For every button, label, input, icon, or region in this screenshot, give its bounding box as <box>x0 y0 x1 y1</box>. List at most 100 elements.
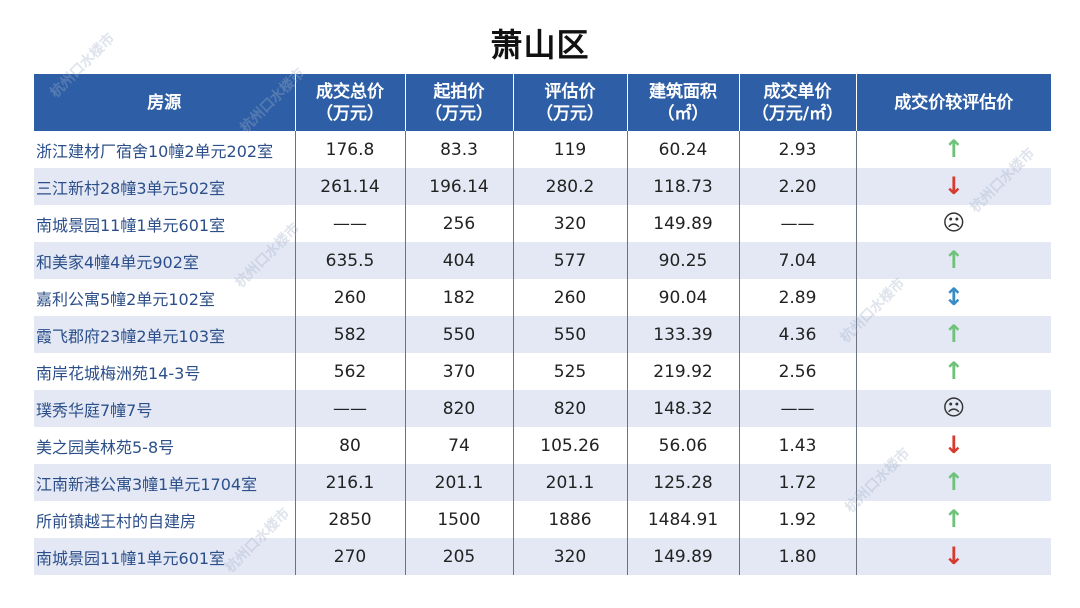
starting-price-cell: 1500 <box>404 501 513 538</box>
table-row: 三江新村28幢3单元502室 261.14 196.14 280.2 118.73 2.2… <box>34 168 1051 205</box>
comparison-cell: ↑ <box>855 501 1051 538</box>
property-name-cell: 南岸花城梅洲苑14-3号 <box>36 363 201 383</box>
total-price-cell: 582 <box>294 316 405 353</box>
unit-price-cell: 7.04 <box>738 242 856 279</box>
total-price-cell: —— <box>294 390 405 427</box>
comparison-cell: ↑ <box>855 242 1051 279</box>
auction-table: 房源 成交总价 （万元） 起拍价 （万元） 评估价 （万元） 建筑面积 （㎡） 成交单价… <box>34 74 1051 575</box>
table-row: 江南新港公寓3幢1单元1704室 216.1 201.1 201.1 125.28 1.7… <box>34 464 1051 501</box>
floor-area-cell: 90.25 <box>626 242 739 279</box>
table-row: 浙江建材厂宿舍10幢2单元202室 176.8 83.3 119 60.24 2.93 ↑ <box>34 131 1051 168</box>
comparison-cell: ↑ <box>855 353 1051 390</box>
table-row: 所前镇越王村的自建房 2850 1500 1886 1484.91 1.92 ↑ <box>34 501 1051 538</box>
starting-price-cell: 370 <box>404 353 513 390</box>
header-unit-price: 成交单价 （万元/㎡） <box>738 74 856 131</box>
header-floor-area: 建筑面积 （㎡） <box>626 74 739 131</box>
comparison-cell: ↕ <box>855 279 1051 316</box>
total-price-cell: 80 <box>294 427 405 464</box>
up-arrow-icon: ↑ <box>943 468 964 496</box>
starting-price-cell: 182 <box>404 279 513 316</box>
appraised-price-cell: 280.2 <box>512 168 627 205</box>
property-name-cell: 所前镇越王村的自建房 <box>36 511 197 531</box>
floor-area-cell: 118.73 <box>626 168 739 205</box>
floor-area-cell: 90.04 <box>626 279 739 316</box>
starting-price-cell: 404 <box>404 242 513 279</box>
page-title: 萧山区 <box>490 26 590 64</box>
unit-price-cell: 1.72 <box>738 464 856 501</box>
up-arrow-icon: ↑ <box>943 357 964 385</box>
down-arrow-icon: ↓ <box>943 431 964 459</box>
appraised-price-cell: 577 <box>512 242 627 279</box>
up-down-arrow-icon: ↕ <box>943 283 964 311</box>
appraised-price-cell: 320 <box>512 538 627 575</box>
unit-price-cell: 2.56 <box>738 353 856 390</box>
table-row: 南城景园11幢1单元601室 270 205 320 149.89 1.80 ↓ <box>34 538 1051 575</box>
starting-price-cell: 820 <box>404 390 513 427</box>
appraised-price-cell: 1886 <box>512 501 627 538</box>
starting-price-cell: 256 <box>404 205 513 242</box>
appraised-price-cell: 260 <box>512 279 627 316</box>
floor-area-cell: 149.89 <box>626 205 739 242</box>
comparison-cell: ↓ <box>855 168 1051 205</box>
header-property: 房源 <box>34 74 295 131</box>
floor-area-cell: 149.89 <box>626 538 739 575</box>
starting-price-cell: 83.3 <box>404 131 513 168</box>
unit-price-cell: 1.92 <box>738 501 856 538</box>
starting-price-cell: 201.1 <box>404 464 513 501</box>
header-vs-appraisal: 成交价较评估价 <box>855 74 1051 131</box>
floor-area-cell: 219.92 <box>626 353 739 390</box>
appraised-price-cell: 201.1 <box>512 464 627 501</box>
starting-price-cell: 550 <box>404 316 513 353</box>
total-price-cell: 270 <box>294 538 405 575</box>
up-arrow-icon: ↑ <box>943 246 964 274</box>
unit-price-cell: 2.93 <box>738 131 856 168</box>
unit-price-cell: 2.89 <box>738 279 856 316</box>
comparison-cell: ↓ <box>855 427 1051 464</box>
property-name-cell: 江南新港公寓3幢1单元1704室 <box>34 464 295 501</box>
table-row: 美之园美林苑5-8号 80 74 105.26 56.06 1.43 ↓ <box>34 427 1051 464</box>
property-name-cell: 南城景园11幢1单元601室 <box>34 538 295 575</box>
table-row: 霞飞郡府23幢2单元103室 582 550 550 133.39 4.36 ↑ <box>34 316 1051 353</box>
property-name-cell: 南城景园11幢1单元601室 <box>36 215 226 235</box>
total-price-cell: 260 <box>294 279 405 316</box>
comparison-cell: ↓ <box>855 538 1051 575</box>
comparison-cell: ↑ <box>855 316 1051 353</box>
up-arrow-icon: ↑ <box>943 505 964 533</box>
property-name-cell: 和美家4幢4单元902室 <box>34 242 295 279</box>
total-price-cell: 176.8 <box>294 131 405 168</box>
appraised-price-cell: 105.26 <box>512 427 627 464</box>
comparison-cell: ☹ <box>855 390 1051 427</box>
up-arrow-icon: ↑ <box>943 320 964 348</box>
starting-price-cell: 196.14 <box>404 168 513 205</box>
property-name-cell: 三江新村28幢3单元502室 <box>34 168 295 205</box>
header-starting-price: 起拍价 （万元） <box>404 74 513 131</box>
total-price-cell: 216.1 <box>294 464 405 501</box>
header-total-price: 成交总价 （万元） <box>294 74 405 131</box>
property-name-cell: 霞飞郡府23幢2单元103室 <box>34 316 295 353</box>
table-row: 南城景园11幢1单元601室 —— 256 320 149.89 —— ☹ <box>34 205 1051 242</box>
comparison-cell: ↑ <box>855 464 1051 501</box>
up-arrow-icon: ↑ <box>943 135 964 163</box>
floor-area-cell: 60.24 <box>626 131 739 168</box>
appraised-price-cell: 820 <box>512 390 627 427</box>
unit-price-cell: —— <box>738 390 856 427</box>
unit-price-cell: 2.20 <box>738 168 856 205</box>
property-name-cell: 璞秀华庭7幢7号 <box>34 390 295 427</box>
appraised-price-cell: 320 <box>512 205 627 242</box>
total-price-cell: 2850 <box>294 501 405 538</box>
table-row: 嘉利公寓5幢2单元102室 260 182 260 90.04 2.89 ↕ <box>34 279 1051 316</box>
starting-price-cell: 205 <box>404 538 513 575</box>
total-price-cell: 261.14 <box>294 168 405 205</box>
floor-area-cell: 1484.91 <box>626 501 739 538</box>
floor-area-cell: 125.28 <box>626 464 739 501</box>
table-row: 璞秀华庭7幢7号 —— 820 820 148.32 —— ☹ <box>34 390 1051 427</box>
unit-price-cell: —— <box>738 205 856 242</box>
total-price-cell: 562 <box>294 353 405 390</box>
total-price-cell: 635.5 <box>294 242 405 279</box>
comparison-cell: ↑ <box>855 131 1051 168</box>
appraised-price-cell: 525 <box>512 353 627 390</box>
property-name-cell: 美之园美林苑5-8号 <box>36 437 175 457</box>
property-name-cell: 浙江建材厂宿舍10幢2单元202室 <box>36 141 274 161</box>
table-row: 南岸花城梅洲苑14-3号 562 370 525 219.92 2.56 ↑ <box>34 353 1051 390</box>
table-header-row: 房源 成交总价 （万元） 起拍价 （万元） 评估价 （万元） 建筑面积 （㎡） 成交单价… <box>34 74 1051 131</box>
